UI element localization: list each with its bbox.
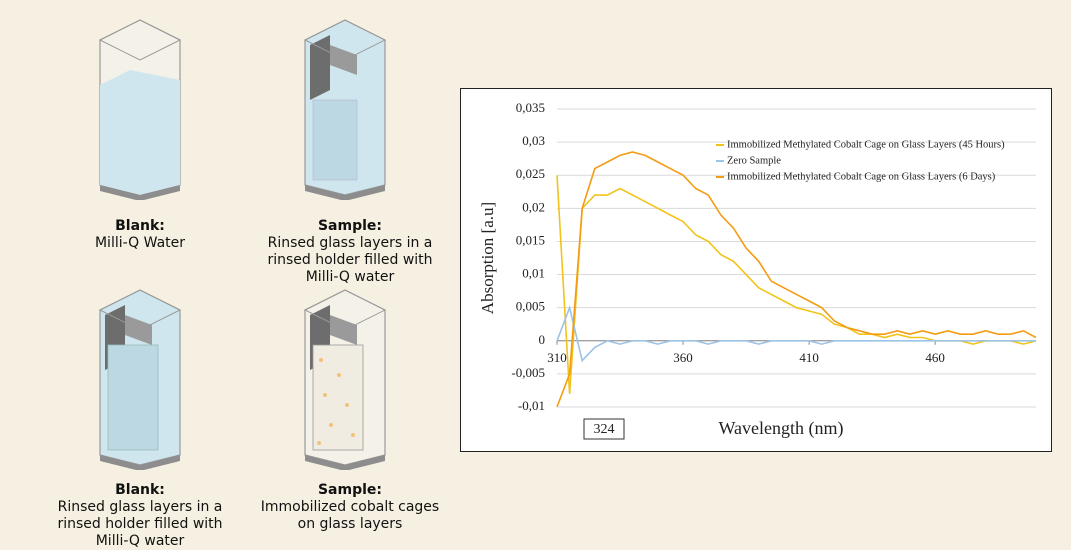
caption-text: Rinsed glass layers in a rinsed holder f… bbox=[267, 235, 433, 285]
y-axis-label: Absorption [a.u] bbox=[478, 202, 497, 314]
caption-title: Sample: bbox=[317, 482, 383, 498]
caption: Sample: Rinsed glass layers in a rinsed h… bbox=[255, 218, 445, 286]
caption-text: Milli-Q Water bbox=[94, 235, 186, 251]
legend-label: Immobilized Methylated Cobalt Cage on Gl… bbox=[727, 139, 1005, 150]
y-tick-label: 0,035 bbox=[516, 100, 545, 115]
y-tick-label: 0,005 bbox=[516, 299, 545, 314]
cuvette-illustration bbox=[303, 289, 387, 470]
cuvette-illustration bbox=[98, 289, 182, 470]
caption-title: Sample: bbox=[317, 218, 383, 234]
y-tick-label: 0,02 bbox=[522, 199, 545, 214]
x-axis-label: Wavelength (nm) bbox=[718, 418, 843, 439]
caption-title: Blank: bbox=[115, 482, 165, 498]
y-tick-label: 0,015 bbox=[516, 232, 545, 247]
y-tick-label: 0 bbox=[539, 332, 546, 347]
caption-text: Rinsed glass layers in a rinsed holder f… bbox=[57, 499, 223, 549]
caption-title: Blank: bbox=[115, 218, 165, 234]
annotation-box bbox=[583, 418, 625, 440]
legend-label: Immobilized Methylated Cobalt Cage on Gl… bbox=[727, 171, 996, 182]
annotation: 324 bbox=[594, 422, 615, 437]
chart-frame: -0,01 -0,005 0 0,005 0,01 0,015 0,02 0,025 0,03 0… bbox=[460, 88, 1052, 452]
y-tick-label: -0,01 bbox=[518, 398, 545, 413]
caption-text: Immobilized cobalt cages on glass layers bbox=[260, 499, 440, 532]
x-tick-label: 410 bbox=[799, 350, 819, 365]
x-tick-label: 360 bbox=[673, 350, 693, 365]
x-tick-label: 460 bbox=[925, 350, 945, 365]
cuvette-illustration bbox=[303, 19, 387, 200]
x-tick-label: 310 bbox=[547, 350, 567, 365]
y-tick-label: -0,005 bbox=[511, 365, 545, 380]
series-line bbox=[556, 151, 1037, 408]
caption: Sample: Immobilized cobalt cages on glass… bbox=[250, 482, 450, 533]
cuvette-illustration bbox=[98, 19, 182, 200]
legend-label: Zero Sample bbox=[727, 155, 781, 166]
y-tick-label: 0,03 bbox=[522, 133, 545, 148]
caption: Blank: Rinsed glass layers in a rinsed ho… bbox=[45, 482, 235, 550]
series-line bbox=[556, 304, 1036, 363]
chart: -0,01 -0,005 0 0,005 0,01 0,015 0,02 0,025 0,03 0… bbox=[478, 100, 1037, 440]
y-tick-label: 0,01 bbox=[522, 266, 545, 281]
caption: Blank: Milli-Q Water bbox=[60, 218, 220, 252]
y-tick-label: 0,025 bbox=[516, 166, 545, 181]
